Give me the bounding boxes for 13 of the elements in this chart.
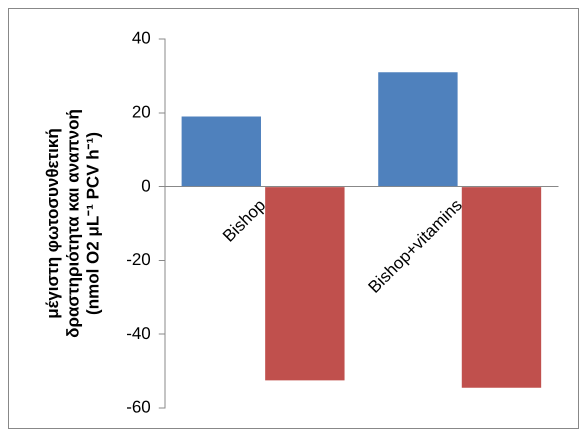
bar (378, 72, 458, 186)
text: μέγιστη φωτοσυνθετική (42, 128, 62, 319)
text: δραστηριότητα και αναπνοή (63, 109, 82, 338)
y-tick-label: 0 (141, 176, 151, 196)
y-tick-label: -40 (126, 324, 151, 343)
text: (nmol O2 μL⁻¹ PCV h⁻¹) (84, 132, 103, 315)
bar (265, 187, 345, 380)
y-tick-label: 40 (132, 28, 151, 48)
bar (182, 116, 261, 186)
bar (462, 187, 542, 388)
y-tick-label: -20 (126, 250, 151, 270)
y-tick-label: 20 (132, 102, 151, 122)
y-tick-label: -60 (126, 398, 151, 417)
